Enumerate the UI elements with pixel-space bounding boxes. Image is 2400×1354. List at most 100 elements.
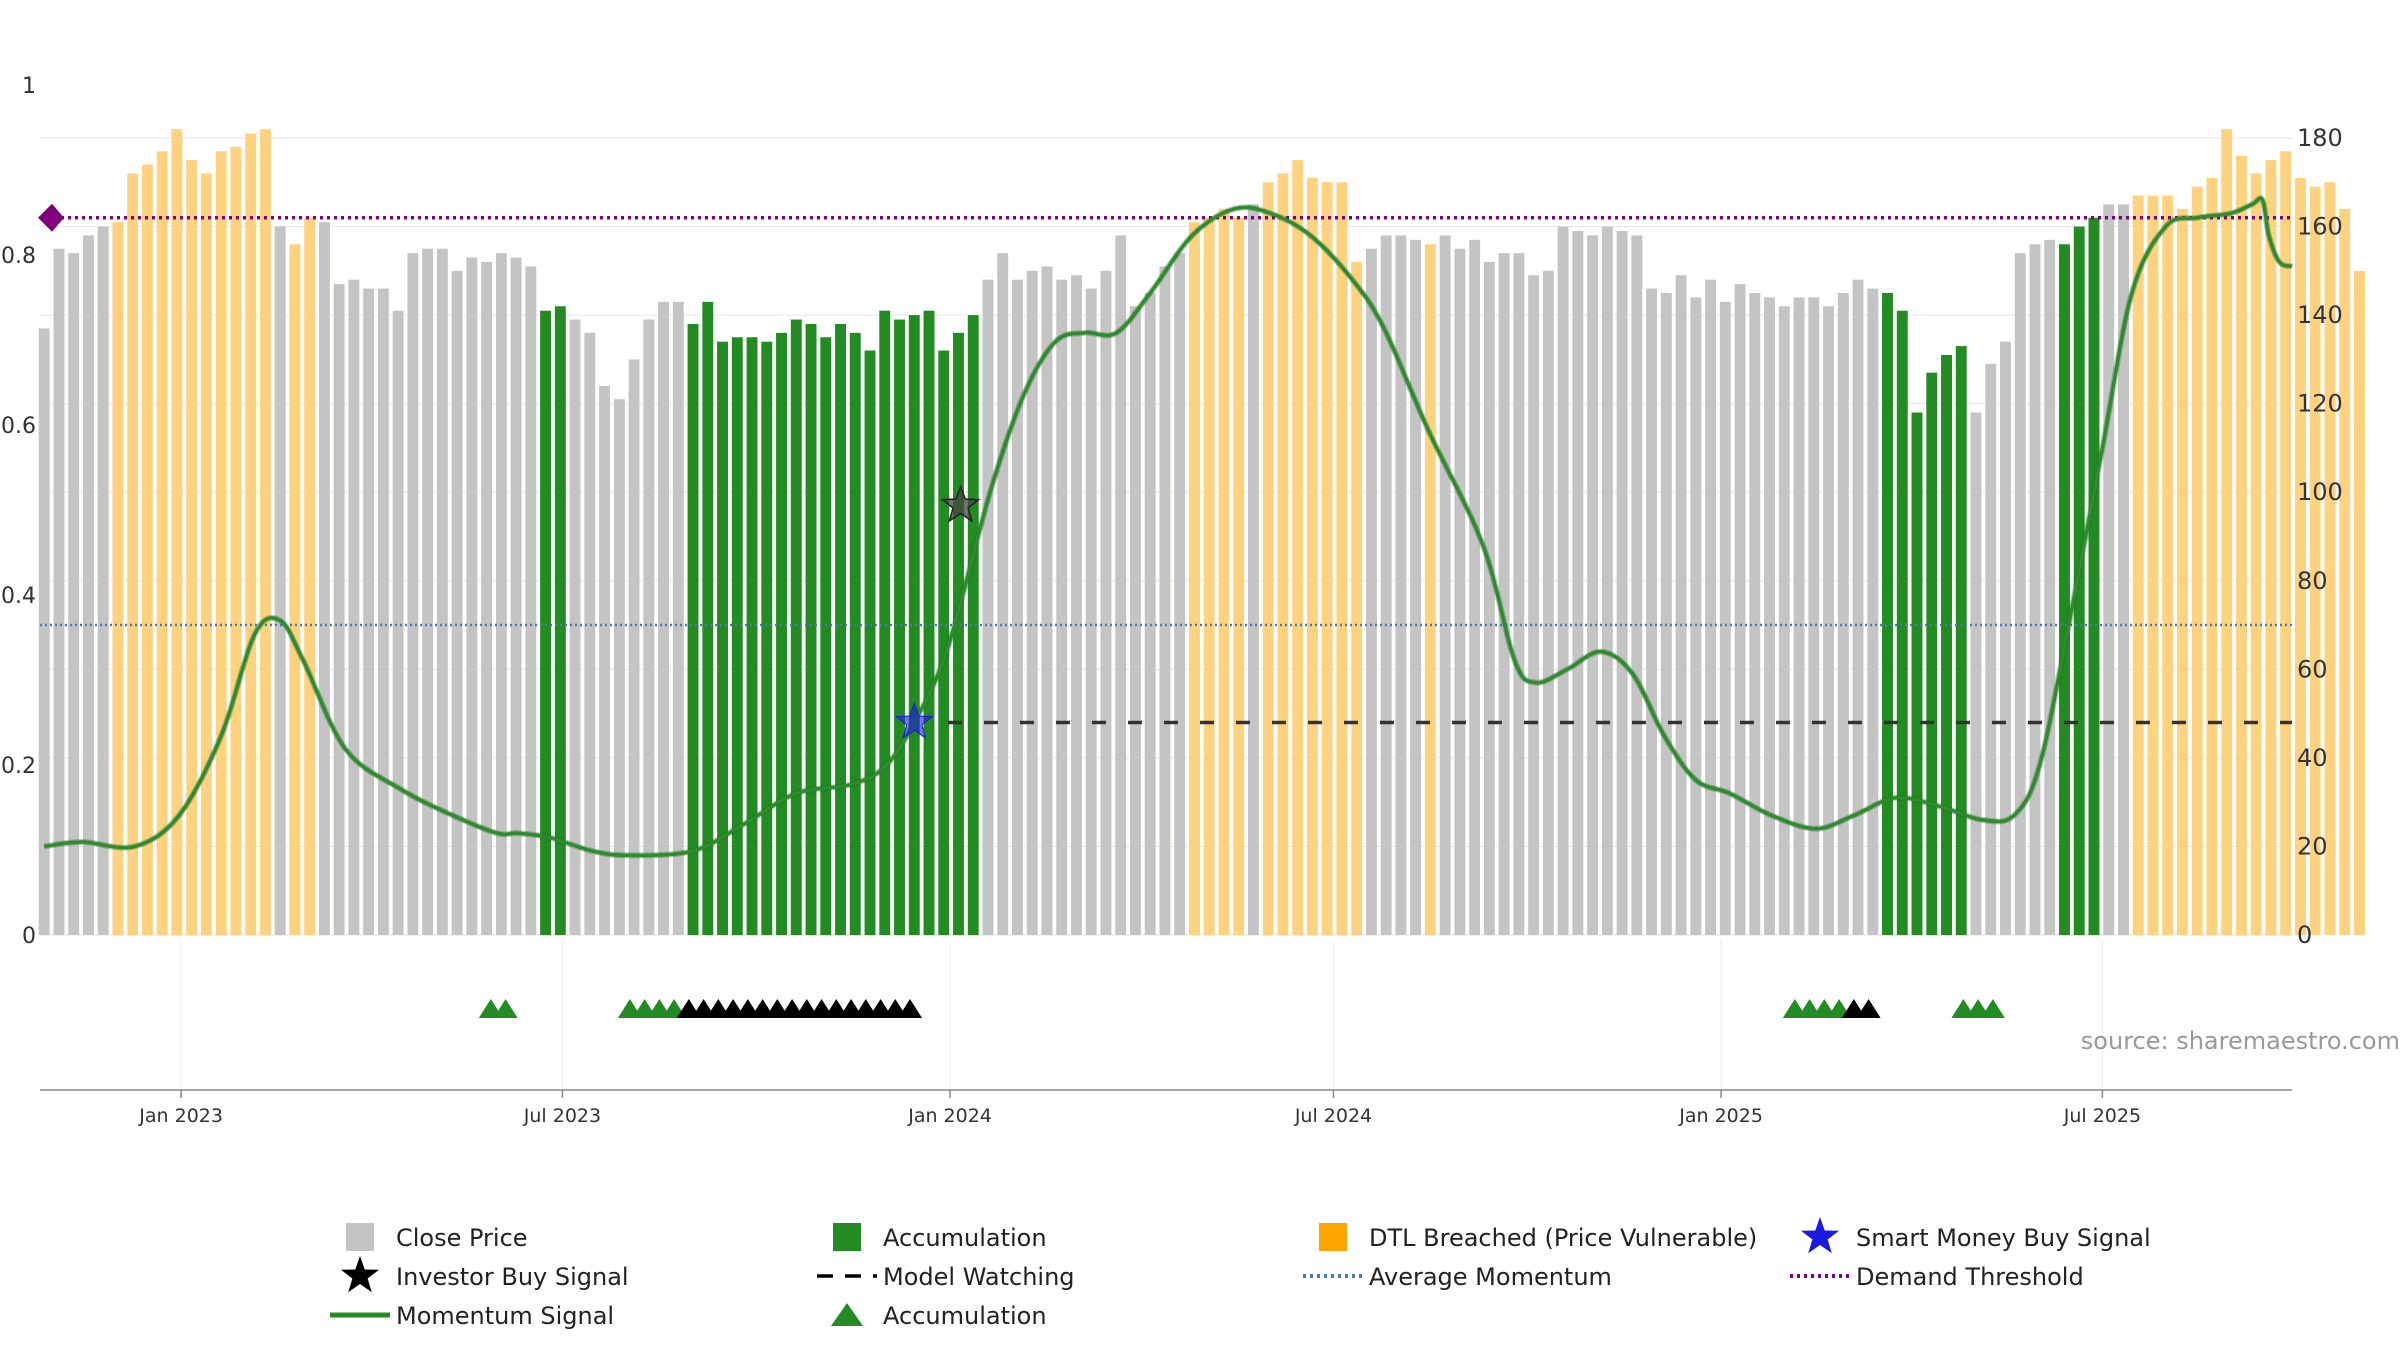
accumulation-triangle (493, 999, 518, 1018)
dtl-breached-bar (215, 151, 227, 936)
close-price-bar (2118, 204, 2129, 935)
close-price-bar (1985, 363, 1997, 936)
close-price-bar (1041, 266, 1053, 936)
legend-swatch (1319, 1223, 1347, 1251)
accumulation-bar (717, 341, 729, 936)
legend-swatch (346, 1223, 374, 1251)
dtl-breached-bar (304, 217, 316, 935)
right-axis-tick: 180 (2297, 124, 2343, 152)
close-price-bar (997, 253, 1009, 936)
dtl-breached-bar (171, 129, 183, 936)
dtl-breached-bar (2132, 195, 2144, 936)
accumulation-bar (938, 350, 950, 935)
close-price-bar (1542, 270, 1554, 935)
close-price-bar (1513, 253, 1525, 936)
bars-layer (38, 129, 2365, 936)
close-price-bar (318, 222, 330, 935)
close-price-bar (1705, 279, 1717, 935)
reference-lines-layer (38, 203, 2292, 725)
x-axis-tick-label: Jan 2023 (138, 1105, 223, 1127)
legend-item: Close Price (346, 1223, 528, 1252)
close-price-bar (2014, 253, 2026, 936)
dtl-breached-bar (1188, 222, 1200, 935)
dtl-breached-bar (2294, 177, 2306, 936)
left-axis-tick: 0.8 (1, 244, 36, 269)
close-price-bar (1675, 275, 1687, 935)
dtl-breached-bar (2309, 186, 2321, 935)
legend-item: Momentum Signal (330, 1302, 614, 1330)
accumulation-bar (879, 310, 891, 935)
dtl-breached-bar (1351, 261, 1363, 935)
right-axis-tick: 140 (2297, 301, 2343, 329)
close-price-bar (1395, 235, 1407, 935)
accumulation-bar (894, 319, 905, 935)
dtl-breached-bar (2265, 160, 2277, 935)
close-price-bar (1365, 248, 1377, 935)
close-price-bar (466, 257, 478, 935)
x-axis-tick-label: Jul 2023 (523, 1105, 601, 1127)
x-axis-tick-label: Jul 2025 (2063, 1105, 2141, 1127)
close-price-bar (1439, 235, 1451, 935)
signal-panel (478, 999, 2005, 1018)
close-price-bar (1012, 279, 1023, 935)
close-price-bar (481, 261, 493, 935)
accumulation-bar (1941, 354, 1952, 935)
legend-item: Investor Buy Signal (341, 1256, 629, 1293)
dtl-breached-bar (2176, 208, 2188, 935)
demand-threshold-marker (38, 203, 64, 232)
close-price-bar (1764, 297, 1776, 935)
dtl-breached-bar (127, 173, 139, 935)
close-price-bar (377, 288, 389, 935)
dtl-breached-bar (1292, 160, 1304, 935)
close-price-bar (584, 332, 596, 935)
close-price-bar (525, 266, 537, 936)
investor-buy-signal-star (940, 484, 981, 523)
dtl-breached-bar (112, 222, 124, 935)
close-price-bar (1690, 297, 1702, 935)
model-watching-triangle (1856, 999, 1881, 1018)
dtl-breached-bar (2235, 155, 2247, 935)
close-price-bar (1631, 235, 1643, 935)
close-price-bar (1410, 239, 1422, 936)
dtl-breached-bar (186, 160, 198, 935)
accumulation-bar (849, 332, 861, 935)
right-axis-tick: 120 (2297, 390, 2343, 418)
dtl-breached-bar (1424, 244, 1436, 935)
dtl-breached-bar (141, 164, 153, 936)
close-price-bar (1808, 297, 1820, 935)
close-price-bar (2044, 239, 2056, 936)
close-price-bar (1557, 226, 1569, 936)
dtl-breached-bar (1277, 173, 1289, 935)
dtl-breached-bar (156, 151, 168, 936)
right-axis-tick: 160 (2297, 213, 2343, 241)
close-price-bar (422, 248, 434, 935)
close-price-bar (672, 301, 684, 936)
momentum-signal-line (43, 196, 2293, 858)
close-price-bar (1734, 284, 1746, 935)
close-price-bar (363, 288, 375, 935)
close-price-bar (569, 319, 581, 935)
legend-label: Demand Threshold (1856, 1263, 2084, 1291)
close-price-bar (68, 253, 80, 936)
legend-item: DTL Breached (Price Vulnerable) (1319, 1223, 1757, 1252)
accumulation-bar (1896, 310, 1908, 935)
dtl-breached-bar (230, 146, 242, 935)
close-price-bar (510, 257, 522, 935)
close-price-bar (436, 248, 448, 935)
accumulation-bar (835, 323, 846, 935)
dtl-breached-bar (2162, 195, 2174, 936)
dtl-breached-bar (2353, 270, 2365, 935)
close-price-bar (1793, 297, 1805, 935)
close-price-bar (2029, 244, 2041, 935)
close-price-bar (628, 359, 640, 935)
legend-item: Average Momentum (1303, 1263, 1612, 1291)
left-axis-tick: 0.2 (1, 754, 36, 779)
close-price-bar (1144, 292, 1156, 935)
close-price-bar (1469, 239, 1481, 936)
dtl-breached-bar (2147, 195, 2159, 936)
accumulation-bar (967, 315, 979, 936)
close-price-bar (643, 319, 655, 935)
close-price-bar (1129, 306, 1141, 935)
close-price-bar (97, 226, 109, 936)
